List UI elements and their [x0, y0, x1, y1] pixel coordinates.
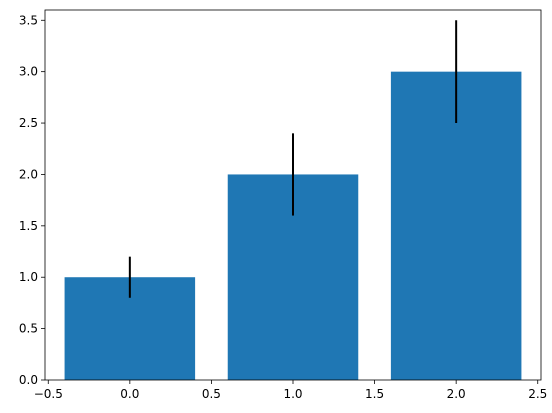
- y-tick-label: 1.0: [19, 270, 38, 284]
- y-tick-label: 3.0: [19, 65, 38, 79]
- x-tick-label: 0.5: [202, 387, 221, 401]
- x-tick-label: 2.5: [528, 387, 547, 401]
- y-tick-label: 2.0: [19, 167, 38, 181]
- x-axis: −0.5 0.0 0.5 1.0 1.5 2.0 2.5: [34, 380, 547, 401]
- y-tick-label: 3.5: [19, 13, 38, 27]
- y-tick-label: 2.5: [19, 116, 38, 130]
- x-tick-label: 1.5: [365, 387, 384, 401]
- x-tick-label: 0.0: [120, 387, 139, 401]
- x-tick-label: 2.0: [447, 387, 466, 401]
- error-bars-group: [128, 20, 458, 298]
- y-tick-label: 1.5: [19, 219, 38, 233]
- y-tick-label: 0.5: [19, 322, 38, 336]
- x-tick-label: −0.5: [34, 387, 63, 401]
- y-axis: 0.0 0.5 1.0 1.5 2.0 2.5 3.0 3.5: [19, 13, 45, 387]
- y-tick-label: 0.0: [19, 373, 38, 387]
- x-tick-label: 1.0: [283, 387, 302, 401]
